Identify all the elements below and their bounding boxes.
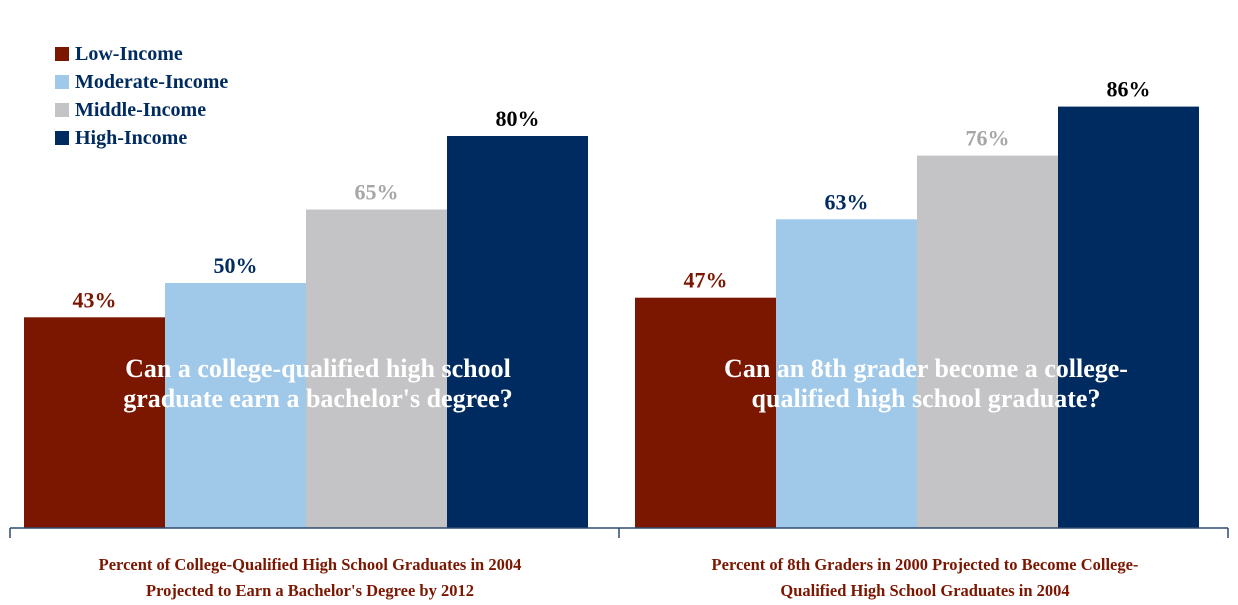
- legend-item-high-income: High-Income: [55, 124, 228, 152]
- legend-label-middle-income: Middle-Income: [75, 98, 207, 121]
- legend-swatch-low-income: [55, 47, 69, 61]
- right-chart-caption-line-1: Percent of 8th Graders in 2000 Projected…: [711, 555, 1139, 574]
- chart1-bar-high-income: [447, 136, 588, 528]
- left-chart-caption: Percent of College-Qualified High School…: [10, 552, 610, 604]
- chart2-bar-low-income: [635, 297, 776, 528]
- legend-swatch-moderate-income: [55, 75, 69, 89]
- chart2-data-label-low-income: 47%: [684, 268, 728, 293]
- chart2-data-label-high-income: 86%: [1107, 77, 1151, 102]
- chart1-data-label-high-income: 80%: [496, 106, 540, 131]
- chart1-bar-moderate-income: [165, 283, 306, 528]
- legend-swatch-high-income: [55, 131, 69, 145]
- legend-item-middle-income: Middle-Income: [55, 96, 228, 124]
- left-chart-caption-line-2: Projected to Earn a Bachelor's Degree by…: [146, 581, 474, 600]
- legend-label-low-income: Low-Income: [75, 42, 183, 65]
- legend-item-moderate-income: Moderate-Income: [55, 68, 228, 96]
- legend-item-low-income: Low-Income: [55, 40, 228, 68]
- chart1-bar-middle-income: [306, 209, 447, 528]
- right-chart-question-line-2: qualified high school graduate?: [751, 384, 1101, 413]
- left-chart-caption-line-1: Percent of College-Qualified High School…: [98, 555, 522, 574]
- right-chart-question: Can an 8th grader become a college- qual…: [636, 354, 1216, 414]
- chart2-bar-high-income: [1058, 106, 1199, 528]
- legend-label-high-income: High-Income: [75, 126, 188, 149]
- chart2-data-label-moderate-income: 63%: [825, 189, 869, 214]
- right-chart-caption-line-2: Qualified High School Graduates in 2004: [780, 581, 1070, 600]
- chart1-data-label-low-income: 43%: [73, 287, 117, 312]
- chart-legend: Low-Income Moderate-Income Middle-Income…: [55, 40, 228, 152]
- chart1-bar-low-income: [24, 317, 165, 528]
- right-chart-question-line-1: Can an 8th grader become a college-: [724, 354, 1128, 383]
- chart1-data-label-middle-income: 65%: [355, 180, 399, 205]
- chart1-data-label-moderate-income: 50%: [214, 253, 258, 278]
- left-chart-question-line-1: Can a college-qualified high school: [125, 354, 511, 383]
- legend-label-moderate-income: Moderate-Income: [75, 70, 229, 93]
- right-chart-caption: Percent of 8th Graders in 2000 Projected…: [622, 552, 1228, 604]
- chart2-bar-middle-income: [917, 155, 1058, 528]
- chart2-bar-moderate-income: [776, 219, 917, 529]
- left-chart-question: Can a college-qualified high school grad…: [28, 354, 608, 414]
- left-chart-question-line-2: graduate earn a bachelor's degree?: [123, 384, 513, 413]
- legend-swatch-middle-income: [55, 103, 69, 117]
- chart2-data-label-middle-income: 76%: [966, 126, 1010, 151]
